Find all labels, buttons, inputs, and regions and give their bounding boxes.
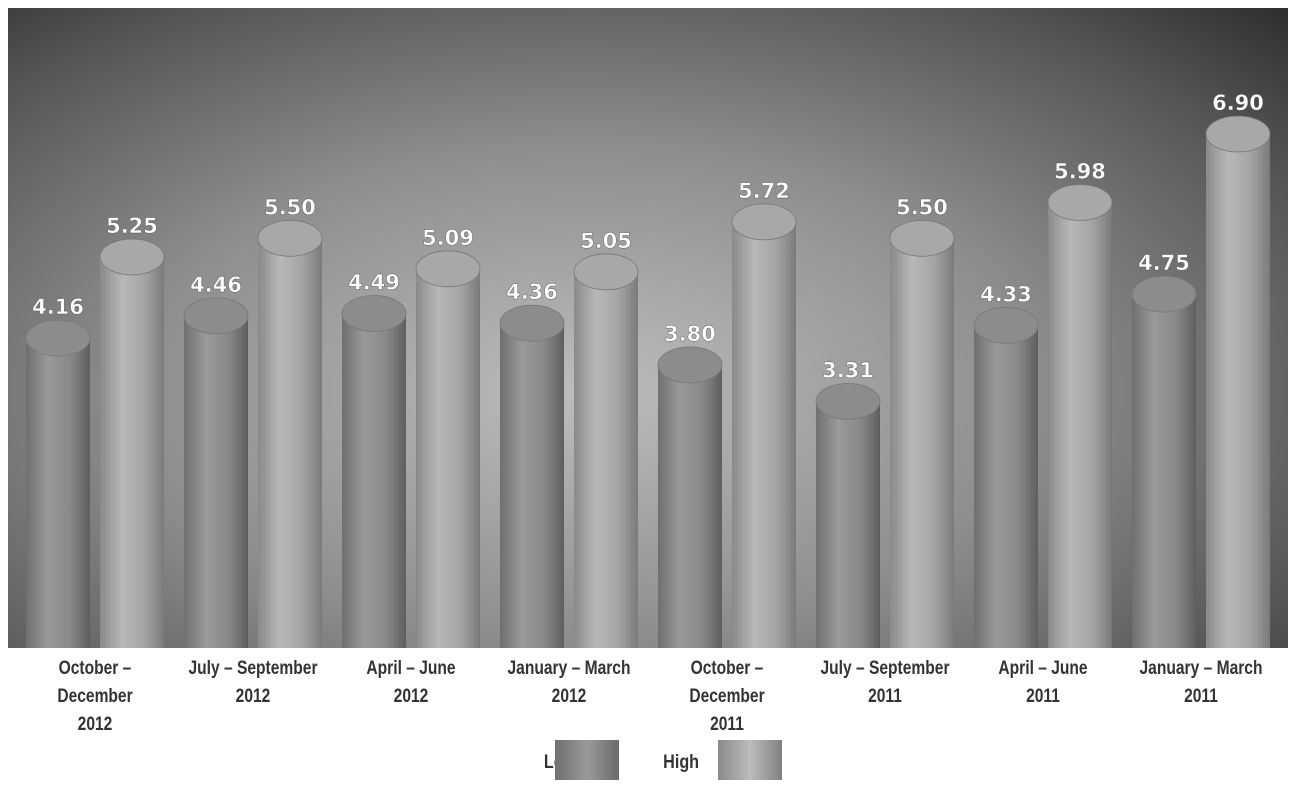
x-tick-label-4: October – December 2011 (657, 655, 796, 739)
bar-cap-high-1 (257, 219, 323, 257)
value-label-low-1: 4.46 (190, 273, 242, 297)
x-tick-label-period: April – June (998, 658, 1088, 679)
x-tick-label-year: 2011 (1026, 686, 1060, 707)
bar-cap-high-6 (1047, 184, 1113, 221)
bar-cap-low-2 (341, 295, 407, 332)
bar-low-2 (342, 313, 406, 648)
x-tick-label-7: January – March 2011 (1131, 655, 1270, 711)
value-label-high-4: 5.72 (738, 179, 790, 203)
bar-high-7 (1206, 134, 1270, 648)
bar-cap-low-0 (25, 319, 91, 357)
x-tick-label-year: 2012 (393, 686, 429, 707)
bar-low-5 (816, 401, 880, 648)
bar-low-3 (500, 323, 564, 648)
x-tick-label-2: April – June 2012 (341, 655, 480, 711)
x-tick-label-6: April – June 2011 (973, 655, 1112, 711)
x-tick-label-year: 2012 (235, 686, 271, 707)
bar-high-0 (100, 256, 164, 648)
value-labels-layer: 4.16 5.25 4.46 5.50 4.49 5.09 4.36 5.05 3.80 5.72… (32, 91, 1264, 383)
legend-swatch-high (718, 740, 782, 780)
value-label-high-7: 6.90 (1212, 91, 1264, 115)
bar-low-1 (184, 315, 248, 648)
value-label-low-6: 4.33 (980, 282, 1032, 306)
bar-low-7 (1132, 294, 1196, 648)
bar-high-1 (258, 238, 322, 648)
bar-cap-low-6 (973, 307, 1039, 344)
x-tick-label-period: April – June (366, 658, 456, 679)
value-label-low-2: 4.49 (348, 271, 400, 295)
x-tick-label-1: July – September 2012 (183, 655, 322, 711)
bar-high-5 (890, 238, 954, 648)
bar-cap-low-3 (499, 304, 565, 342)
bar-high-3 (574, 271, 638, 648)
bars-layer (25, 115, 1271, 648)
x-tick-label-0: October – December 2012 (25, 655, 164, 739)
bar-low-4 (658, 364, 722, 648)
x-tick-label-period: October – December (57, 658, 133, 707)
value-label-high-6: 5.98 (1054, 160, 1106, 184)
bar-high-2 (416, 268, 480, 648)
bar-cap-low-5 (815, 383, 881, 420)
value-label-low-5: 3.31 (822, 358, 874, 382)
bar-cap-high-5 (889, 219, 955, 257)
bar-cap-high-0 (99, 238, 165, 276)
value-label-low-0: 4.16 (32, 295, 84, 319)
legend: Low High (0, 740, 1294, 780)
chart-svg: 4.16 5.25 4.46 5.50 4.49 5.09 4.36 5.05 3.80 5.72… (25, 91, 1271, 648)
x-tick-label-year: 2012 (77, 714, 113, 735)
x-tick-label-period: January – March (507, 658, 631, 679)
bar-low-6 (974, 325, 1038, 648)
bar-low-0 (26, 338, 90, 648)
bar-high-6 (1048, 202, 1112, 648)
bar-cap-low-1 (183, 297, 249, 335)
x-tick-label-period: October – December (689, 658, 765, 707)
plot-area: 4.16 5.25 4.46 5.50 4.49 5.09 4.36 5.05 3.80 5.72… (8, 8, 1288, 648)
value-label-high-5: 5.50 (896, 195, 948, 219)
bar-high-4 (732, 221, 796, 648)
legend-label-high: High (663, 752, 700, 773)
x-tick-label-period: July – September (820, 658, 950, 679)
x-tick-label-period: January – March (1139, 658, 1263, 679)
x-tick-label-3: January – March 2012 (499, 655, 638, 711)
value-label-high-3: 5.05 (580, 229, 632, 253)
legend-swatch-low (555, 740, 619, 780)
bar-cap-low-4 (657, 346, 723, 384)
x-tick-label-year: 2011 (1184, 686, 1218, 707)
x-tick-label-period: July – September (188, 658, 318, 679)
value-label-high-1: 5.50 (264, 195, 316, 219)
value-label-low-4: 3.80 (664, 322, 716, 346)
value-label-high-0: 5.25 (106, 214, 158, 238)
bar-cap-low-7 (1131, 275, 1197, 313)
value-label-low-3: 4.36 (506, 280, 558, 304)
x-tick-label-5: July – September 2011 (815, 655, 954, 711)
bar-cap-high-7 (1205, 115, 1271, 153)
x-tick-label-year: 2012 (551, 686, 587, 707)
x-tick-label-year: 2011 (868, 686, 902, 707)
bar-cap-high-2 (415, 250, 481, 288)
bar-cap-high-4 (731, 203, 797, 241)
value-label-high-2: 5.09 (422, 226, 474, 250)
value-label-low-7: 4.75 (1138, 251, 1190, 275)
x-tick-label-year: 2011 (710, 714, 744, 735)
bar-cap-high-3 (573, 253, 639, 291)
